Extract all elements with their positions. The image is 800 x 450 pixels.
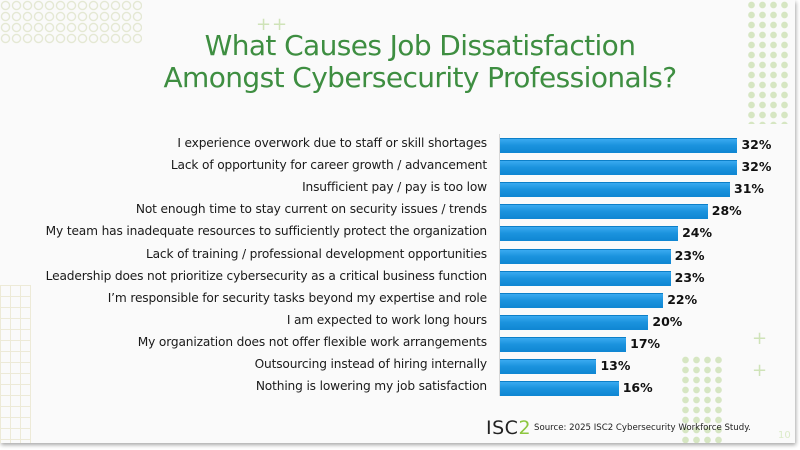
bar xyxy=(500,226,679,242)
chart-row: Lack of training / professional developm… xyxy=(0,246,795,268)
value-label: 17% xyxy=(630,335,661,351)
decorative-plus-icon: + xyxy=(752,360,768,381)
value-label: 13% xyxy=(600,358,631,373)
page-title: What Causes Job Dissatisfaction Amongst … xyxy=(0,30,795,94)
value-label: 24% xyxy=(682,225,712,241)
category-label: Insufficient pay / pay is too low xyxy=(302,180,487,195)
value-label: 32% xyxy=(741,137,772,152)
logo-text: ISC xyxy=(486,417,519,439)
bar xyxy=(500,182,731,198)
decorative-plus-icon: + xyxy=(272,14,288,35)
title-line-1: What Causes Job Dissatisfaction xyxy=(204,29,636,62)
slide: + + + + What Causes Job Dissatisfaction … xyxy=(0,0,795,443)
bar xyxy=(500,292,664,308)
bar xyxy=(500,248,671,264)
category-label: My team has inadequate resources to suff… xyxy=(45,224,487,239)
decorative-plus-icon: + xyxy=(752,328,768,349)
value-label: 23% xyxy=(674,269,705,285)
isc2-logo: ISC2 xyxy=(486,418,531,438)
chart-row: I am expected to work long hours 20% xyxy=(0,312,795,334)
bar xyxy=(500,204,708,220)
value-label: 23% xyxy=(674,247,705,263)
bar-chart: I experience overwork due to staff or sk… xyxy=(0,134,795,400)
category-label: Leadership does not prioritize cybersecu… xyxy=(45,268,487,283)
source-note: Source: 2025 ISC2 Cybersecurity Workforc… xyxy=(534,423,751,433)
chart-row: Lack of opportunity for career growth / … xyxy=(0,157,795,179)
category-label: I’m responsible for security tasks beyon… xyxy=(107,290,487,305)
category-label: Lack of opportunity for career growth / … xyxy=(170,158,487,173)
bar xyxy=(500,160,738,176)
bar xyxy=(500,270,671,286)
value-label: 20% xyxy=(652,313,683,329)
category-label: I experience overwork due to staff or sk… xyxy=(177,136,487,150)
title-line-2: Amongst Cybersecurity Professionals? xyxy=(163,61,678,94)
decorative-dot-pattern-top-right xyxy=(746,0,790,124)
category-label: Nothing is lowering my job satisfaction xyxy=(255,379,487,394)
value-label: 22% xyxy=(667,291,698,307)
slide-number: 10 xyxy=(778,430,791,441)
value-label: 28% xyxy=(711,203,742,219)
chart-row: Not enough time to stay current on secur… xyxy=(0,201,795,223)
category-label: My organization does not offer flexible … xyxy=(137,334,487,349)
value-label: 16% xyxy=(622,380,653,396)
chart-axis-line xyxy=(499,134,500,396)
chart-row: Leadership does not prioritize cybersecu… xyxy=(0,268,795,290)
category-label: Outsourcing instead of hiring internally xyxy=(254,357,488,371)
chart-row: I experience overwork due to staff or sk… xyxy=(0,135,795,157)
value-label: 32% xyxy=(741,159,772,175)
chart-row: Nothing is lowering my job satisfaction 1… xyxy=(0,378,795,400)
category-label: I am expected to work long hours xyxy=(286,312,487,327)
decorative-circle-pattern xyxy=(0,0,142,44)
category-label: Not enough time to stay current on secur… xyxy=(135,202,487,217)
decorative-plus-icon: + xyxy=(256,14,272,35)
chart-row: My organization does not offer flexible … xyxy=(0,334,795,356)
chart-row: I’m responsible for security tasks beyon… xyxy=(0,290,795,312)
bar xyxy=(500,336,627,352)
bar xyxy=(500,138,738,153)
chart-row: Outsourcing instead of hiring internally… xyxy=(0,356,795,378)
logo-accent: 2 xyxy=(518,417,532,439)
decorative-square-pattern xyxy=(0,285,31,443)
chart-row: Insufficient pay / pay is too low 31% xyxy=(0,179,795,201)
decorative-dot-pattern-bottom-right xyxy=(680,355,724,443)
bar xyxy=(500,359,597,374)
bar xyxy=(500,314,649,330)
value-label: 31% xyxy=(734,181,764,197)
chart-row: My team has inadequate resources to suff… xyxy=(0,223,795,245)
bar xyxy=(500,381,619,397)
category-label: Lack of training / professional developm… xyxy=(145,246,487,261)
